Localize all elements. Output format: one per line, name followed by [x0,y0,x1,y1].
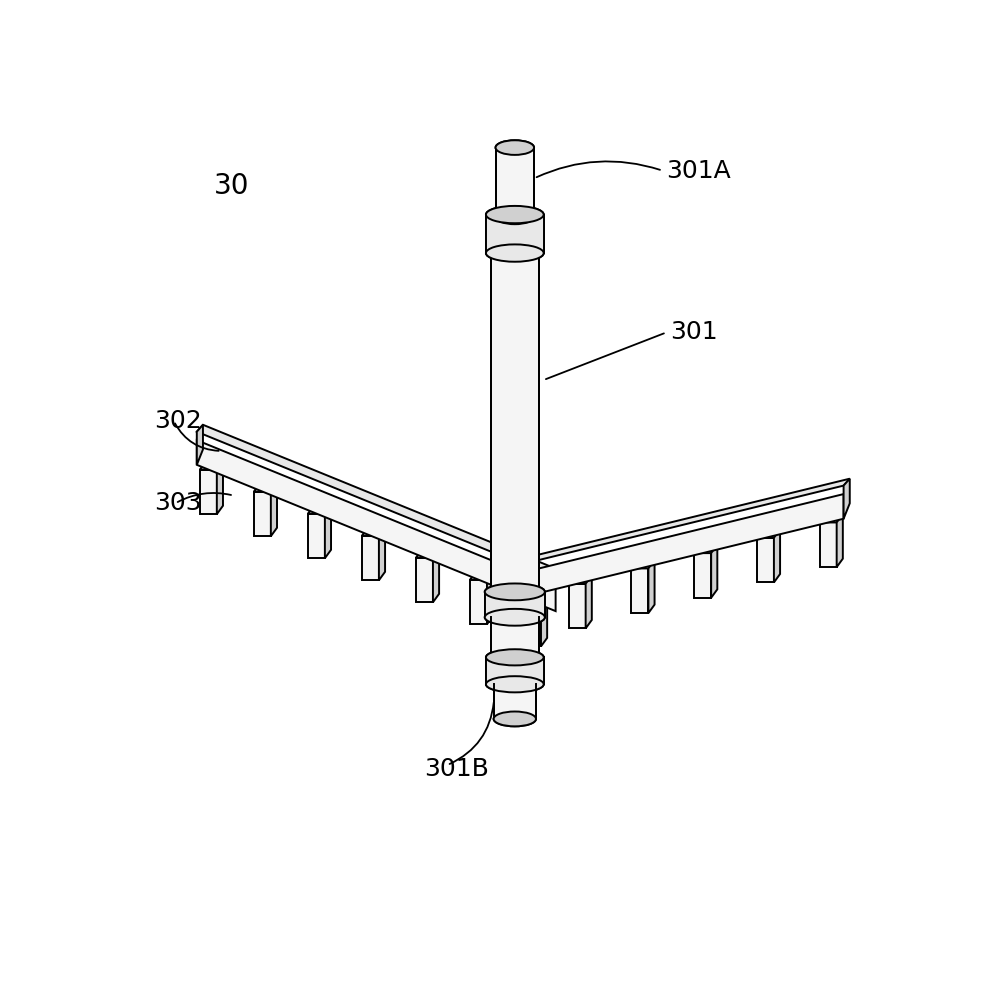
Polygon shape [524,601,541,647]
Polygon shape [379,528,385,581]
Polygon shape [694,544,717,553]
Ellipse shape [496,140,534,155]
Polygon shape [837,514,843,567]
Ellipse shape [486,649,544,666]
Text: 302: 302 [154,409,202,433]
Polygon shape [470,580,487,624]
FancyArrowPatch shape [546,333,664,379]
Polygon shape [362,535,379,581]
Polygon shape [485,592,545,617]
FancyArrowPatch shape [450,702,494,764]
Polygon shape [217,461,223,514]
Polygon shape [197,440,556,611]
Polygon shape [254,492,271,536]
Polygon shape [774,529,780,583]
Polygon shape [362,528,385,535]
FancyArrowPatch shape [178,493,231,502]
Polygon shape [416,558,433,602]
Ellipse shape [494,712,536,727]
Polygon shape [820,514,843,523]
Polygon shape [416,549,439,558]
Ellipse shape [494,712,536,727]
Polygon shape [200,469,217,514]
Polygon shape [325,505,331,558]
Polygon shape [524,594,547,601]
Polygon shape [486,658,544,684]
Polygon shape [197,425,203,464]
Ellipse shape [485,584,545,600]
Polygon shape [586,575,592,628]
Ellipse shape [485,609,545,626]
Polygon shape [648,560,655,613]
Polygon shape [541,594,547,647]
Text: 301A: 301A [666,159,731,182]
Polygon shape [631,560,655,569]
Ellipse shape [496,210,534,224]
Ellipse shape [496,210,534,224]
Polygon shape [487,571,493,624]
Polygon shape [631,569,648,613]
Polygon shape [486,215,544,253]
Ellipse shape [485,609,545,626]
Polygon shape [486,215,544,253]
Ellipse shape [486,245,544,261]
Polygon shape [496,148,534,217]
Ellipse shape [486,206,544,223]
Ellipse shape [486,676,544,692]
Polygon shape [844,478,850,519]
Ellipse shape [496,140,534,155]
Polygon shape [694,553,711,598]
Polygon shape [496,148,534,217]
Ellipse shape [486,206,544,223]
Polygon shape [494,684,536,719]
Polygon shape [470,571,493,580]
Polygon shape [197,425,562,578]
Polygon shape [308,514,325,558]
Polygon shape [271,483,277,536]
Polygon shape [516,478,850,566]
Ellipse shape [485,584,545,600]
Polygon shape [491,617,539,658]
Text: 30: 30 [214,173,249,200]
Ellipse shape [486,676,544,692]
FancyArrowPatch shape [175,423,219,451]
Polygon shape [516,494,844,599]
Text: 303: 303 [154,491,202,516]
Polygon shape [569,575,592,584]
FancyArrowPatch shape [537,162,660,177]
Text: 301: 301 [670,320,718,344]
Polygon shape [491,246,539,592]
Polygon shape [569,584,586,628]
Polygon shape [757,529,780,537]
Text: 301B: 301B [424,757,489,781]
Polygon shape [491,246,539,665]
Polygon shape [200,461,223,469]
Polygon shape [494,684,536,719]
Polygon shape [485,592,545,617]
Polygon shape [308,505,331,514]
Polygon shape [433,549,439,602]
Ellipse shape [486,245,544,261]
Polygon shape [486,658,544,684]
Polygon shape [820,523,837,567]
Polygon shape [254,483,277,492]
Polygon shape [757,537,774,583]
Polygon shape [711,544,717,598]
Ellipse shape [486,649,544,666]
Polygon shape [491,617,539,662]
